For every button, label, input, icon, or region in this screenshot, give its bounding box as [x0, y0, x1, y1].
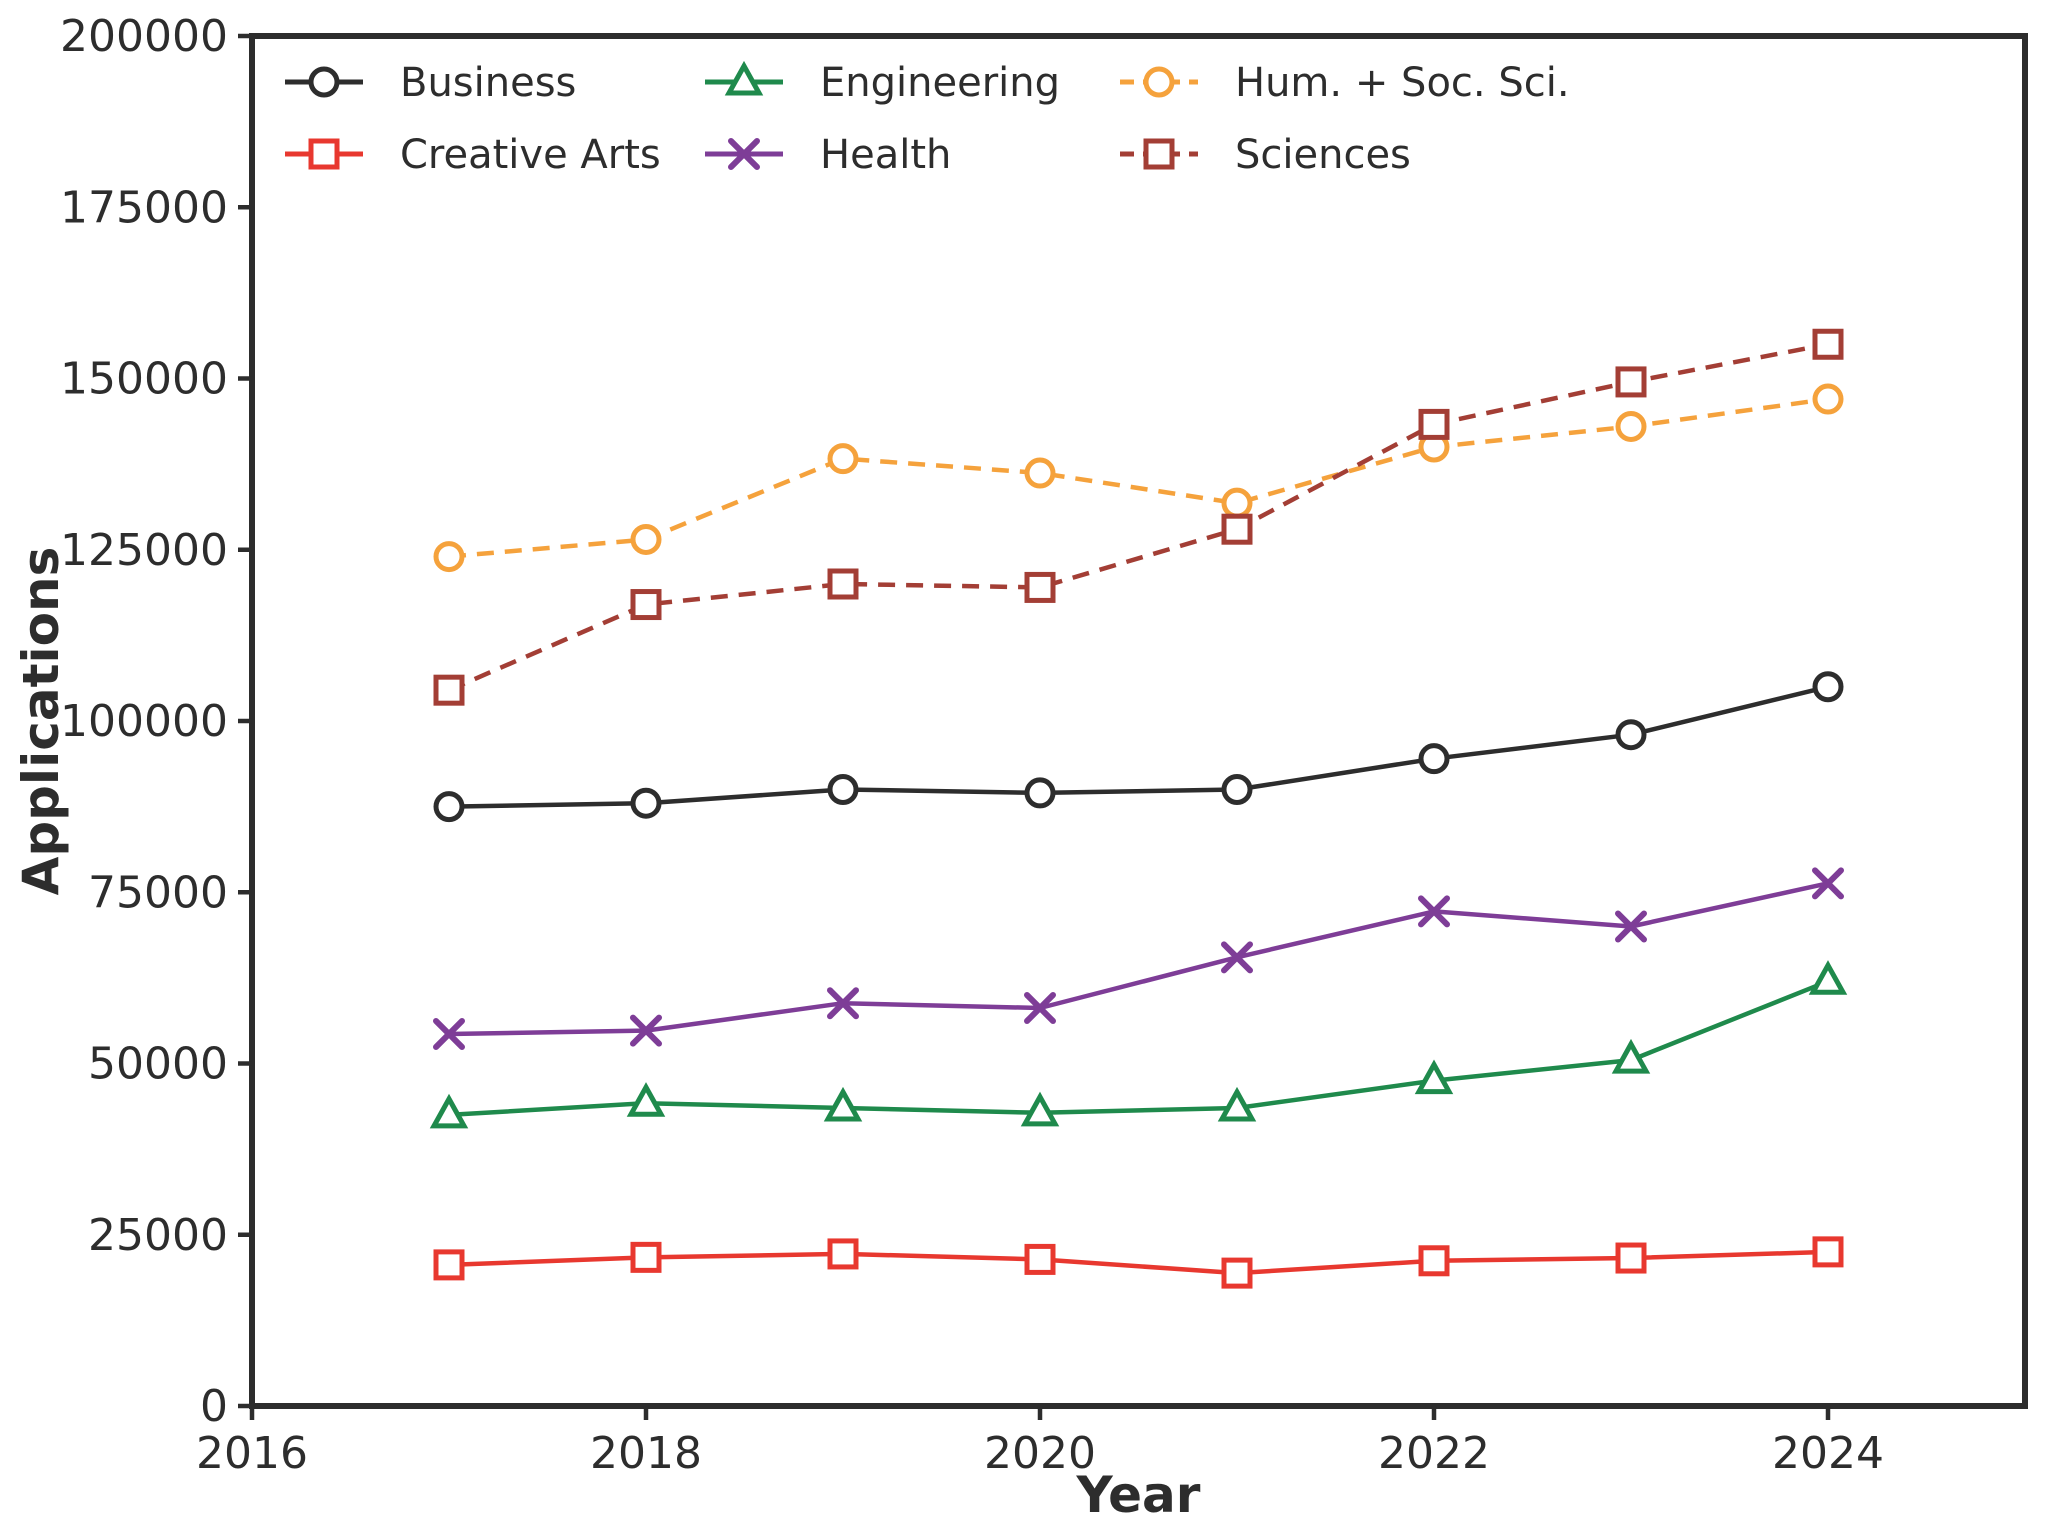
- data-point-health: [1615, 910, 1647, 943]
- data-point-hum-soc-sci-: [630, 523, 662, 555]
- data-point-sciences: [1812, 328, 1844, 360]
- data-point-creative-arts: [1812, 1236, 1844, 1268]
- data-point-health: [827, 987, 859, 1020]
- data-point-sciences: [1024, 571, 1056, 603]
- data-point-creative-arts: [1221, 1257, 1253, 1289]
- data-point-business: [827, 774, 859, 805]
- data-point-sciences: [1221, 513, 1253, 545]
- legend-label: Engineering: [820, 60, 1060, 106]
- series-line-business: [448, 684, 1829, 809]
- series-line-creative-arts: [448, 1249, 1829, 1276]
- data-point-hum-soc-sci-: [433, 541, 465, 573]
- series-line-sciences: [448, 342, 1829, 693]
- y-axis-tick-label: 200000: [60, 11, 228, 62]
- x-axis-tick-label: 2020: [984, 1428, 1096, 1479]
- legend-label: Health: [820, 132, 951, 178]
- legend-label: Sciences: [1235, 132, 1411, 178]
- legend-label: Hum. + Soc. Sci.: [1235, 60, 1570, 106]
- data-point-sciences: [630, 589, 662, 621]
- data-point-business: [1812, 671, 1844, 703]
- y-axis-tick-label: 125000: [60, 525, 228, 576]
- data-point-sciences: [827, 568, 859, 600]
- series-line-health: [448, 881, 1829, 1037]
- data-point-sciences: [1418, 408, 1450, 440]
- data-point-engineering: [1020, 1091, 1060, 1127]
- data-point-business: [1024, 777, 1056, 809]
- data-point-engineering: [1808, 960, 1848, 995]
- data-point-engineering: [626, 1082, 666, 1117]
- x-axis-tick-label: 2018: [590, 1428, 702, 1479]
- legend-marker-square-icon: [308, 138, 340, 170]
- legend-marker-triangle-icon: [724, 60, 764, 96]
- data-point-creative-arts: [433, 1249, 465, 1281]
- data-point-sciences: [1615, 366, 1647, 398]
- data-point-engineering: [823, 1086, 863, 1122]
- y-axis-label: Applications: [12, 547, 70, 896]
- data-point-creative-arts: [1418, 1245, 1450, 1277]
- series-line-engineering: [448, 979, 1829, 1118]
- legend-marker-square-icon: [1143, 138, 1175, 170]
- data-point-health: [1221, 941, 1253, 974]
- y-axis-tick-label: 25000: [88, 1210, 228, 1261]
- data-point-health: [1024, 992, 1056, 1025]
- data-point-hum-soc-sci-: [1812, 383, 1844, 415]
- series-line-hum-soc-sci-: [448, 396, 1829, 559]
- y-axis-tick-label: 175000: [60, 182, 228, 233]
- data-point-hum-soc-sci-: [1024, 457, 1056, 489]
- y-axis-tick-label: 100000: [60, 696, 228, 747]
- data-point-engineering: [1217, 1086, 1257, 1122]
- data-point-engineering: [1611, 1038, 1651, 1074]
- y-axis-tick-label: 50000: [88, 1039, 228, 1090]
- x-axis-tick-label: 2024: [1772, 1428, 1884, 1479]
- data-point-engineering: [1414, 1059, 1454, 1095]
- x-axis-label: Year: [1076, 1466, 1201, 1524]
- data-point-health: [630, 1014, 662, 1047]
- y-axis-tick-label: 150000: [60, 354, 228, 405]
- data-point-health: [433, 1018, 465, 1051]
- data-point-health: [1418, 895, 1450, 928]
- data-point-creative-arts: [1615, 1242, 1647, 1274]
- data-point-business: [630, 787, 662, 819]
- data-point-engineering: [429, 1093, 469, 1129]
- data-point-hum-soc-sci-: [827, 443, 859, 475]
- y-axis-tick-label: 0: [200, 1381, 228, 1432]
- data-point-hum-soc-sci-: [1221, 487, 1253, 519]
- data-point-business: [1615, 719, 1647, 751]
- legend-label: Business: [400, 60, 576, 106]
- data-point-sciences: [433, 674, 465, 706]
- data-point-creative-arts: [1024, 1243, 1056, 1275]
- data-point-business: [433, 791, 465, 823]
- legend-label: Creative Arts: [400, 132, 661, 178]
- data-point-business: [1221, 774, 1253, 805]
- legend-marker-circle-icon: [1143, 66, 1175, 98]
- data-point-hum-soc-sci-: [1615, 410, 1647, 442]
- data-point-creative-arts: [630, 1241, 662, 1273]
- x-axis-tick-label: 2016: [196, 1428, 308, 1479]
- legend-marker-circle-icon: [308, 66, 340, 98]
- data-point-business: [1418, 743, 1450, 775]
- data-point-creative-arts: [827, 1238, 859, 1270]
- y-axis-tick-label: 75000: [88, 867, 228, 918]
- x-axis-tick-label: 2022: [1378, 1428, 1490, 1479]
- legend-marker-x-icon: [728, 138, 760, 170]
- data-point-health: [1812, 867, 1844, 900]
